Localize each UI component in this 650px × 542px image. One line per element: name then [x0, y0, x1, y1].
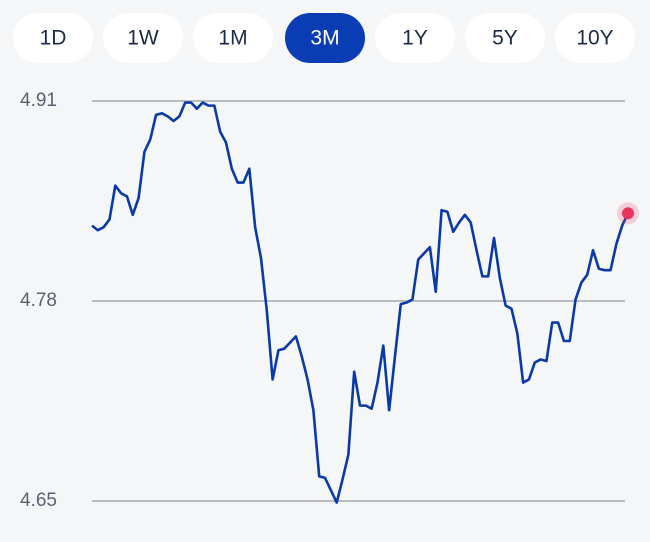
y-tick-label: 4.91 — [20, 90, 57, 111]
price-line — [91, 101, 630, 504]
range-button[interactable] — [13, 13, 93, 63]
range-button[interactable] — [193, 13, 273, 63]
range-button[interactable] — [555, 13, 635, 63]
range-button-label[interactable]: 1D — [40, 27, 67, 50]
range-button[interactable] — [375, 13, 455, 63]
range-button[interactable] — [465, 13, 545, 63]
y-tick-label: 4.78 — [20, 290, 57, 311]
range-button[interactable] — [103, 13, 183, 63]
range-button-label[interactable]: 1W — [127, 27, 159, 50]
range-button-label[interactable]: 1M — [218, 27, 247, 50]
range-button-label[interactable]: 10Y — [576, 27, 613, 50]
range-button-label[interactable]: 5Y — [492, 27, 518, 50]
range-button-label[interactable]: 3M — [310, 27, 339, 50]
last-point — [622, 207, 634, 220]
y-tick-label: 4.65 — [20, 490, 57, 511]
range-button-label[interactable]: 1Y — [402, 27, 428, 50]
range-button[interactable] — [285, 13, 365, 63]
